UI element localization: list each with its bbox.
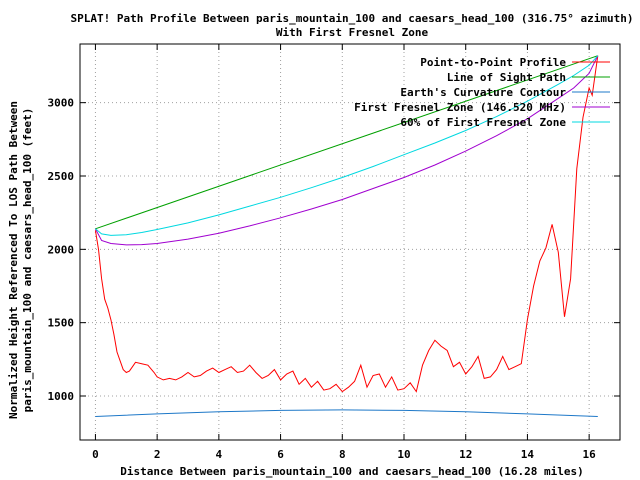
legend-label-0: Point-to-Point Profile xyxy=(420,56,566,69)
y-tick-label: 3000 xyxy=(48,97,75,110)
series-layer xyxy=(94,55,599,417)
x-tick-label: 0 xyxy=(92,448,99,461)
legend: Point-to-Point Profile Line of Sight Path… xyxy=(354,56,610,129)
chart-title: SPLAT! Path Profile Between paris_mounta… xyxy=(71,12,634,25)
x-tick-label: 4 xyxy=(216,448,223,461)
y-axis-label-line-2: paris_mountain_100 and caesars_head_100 … xyxy=(21,108,34,413)
legend-label-4: 60% of First Fresnel Zone xyxy=(400,116,566,129)
y-tick-label: 2000 xyxy=(48,243,75,256)
y-tick-label: 1500 xyxy=(48,317,75,330)
legend-label-2: Earth's Curvature Contour xyxy=(400,86,566,99)
series-line-1 xyxy=(95,55,598,230)
series-line-4 xyxy=(95,55,599,236)
legend-label-3: First Fresnel Zone (146.520 MHz) xyxy=(354,101,566,114)
x-tick-label: 10 xyxy=(397,448,410,461)
axis-ticks: 0 2 4 6 8 10 12 14 16 1000 1500 2000 2500 3000 xyxy=(48,44,620,461)
x-tick-label: 2 xyxy=(154,448,161,461)
y-axis-label: Normalized Height Referenced To LOS Path… xyxy=(7,101,20,419)
x-tick-label: 14 xyxy=(521,448,535,461)
series-line-3 xyxy=(94,55,599,246)
x-tick-label: 16 xyxy=(583,448,597,461)
y-tick-label: 2500 xyxy=(48,170,75,183)
legend-label-1: Line of Sight Path xyxy=(447,71,566,84)
plot-frame xyxy=(79,43,621,441)
x-tick-label: 8 xyxy=(339,448,346,461)
x-axis-label: Distance Between paris_mountain_100 and … xyxy=(120,465,584,478)
series-line-2 xyxy=(95,409,598,417)
chart-subtitle: With First Fresnel Zone xyxy=(276,26,429,39)
y-tick-label: 1000 xyxy=(48,390,75,403)
x-tick-label: 12 xyxy=(459,448,472,461)
x-tick-label: 6 xyxy=(277,448,284,461)
series-line-0 xyxy=(94,55,599,393)
